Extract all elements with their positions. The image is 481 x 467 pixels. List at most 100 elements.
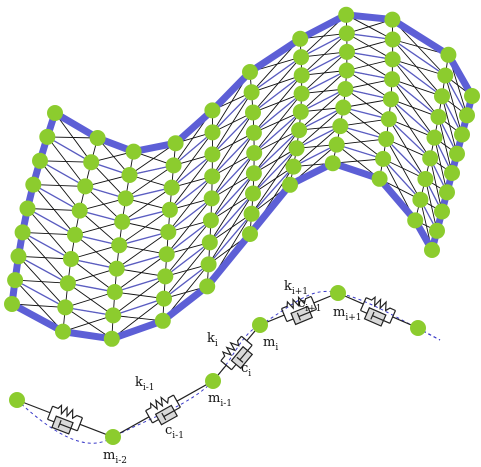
- mesh-node: [242, 226, 258, 242]
- mesh-node: [158, 246, 175, 263]
- yoke: [359, 297, 367, 311]
- chain-group: [9, 285, 441, 445]
- mesh-edge: [112, 275, 166, 316]
- mesh-node: [434, 203, 450, 220]
- mesh-nodes-group: [4, 6, 480, 347]
- mesh-node: [243, 205, 260, 222]
- mesh-node: [338, 25, 355, 42]
- spring: [145, 394, 174, 412]
- mesh-node: [440, 46, 457, 63]
- mesh-edge: [74, 221, 123, 236]
- mesh-edge: [116, 231, 169, 270]
- mesh-edge: [22, 231, 76, 236]
- mesh-node: [422, 150, 439, 167]
- mesh-node: [245, 165, 262, 182]
- mesh-node: [201, 234, 218, 251]
- mesh-node: [412, 191, 429, 208]
- mesh-node: [424, 242, 440, 258]
- mesh-edge: [385, 138, 421, 201]
- mesh-node: [108, 260, 125, 277]
- mesh-node: [384, 11, 401, 28]
- mesh-node: [375, 150, 392, 167]
- mesh-node: [371, 170, 388, 187]
- label-m-i: mi: [263, 335, 278, 353]
- damper-rod: [231, 364, 237, 371]
- mesh-node: [380, 111, 397, 128]
- mesh-node: [204, 102, 221, 119]
- mesh-node: [117, 190, 134, 207]
- mesh-node: [282, 176, 298, 193]
- yoke: [310, 296, 318, 310]
- label-k-i-minus-1: ki-1: [135, 375, 155, 393]
- mesh-node: [161, 201, 178, 218]
- mesh-node: [426, 129, 443, 146]
- label-m-i-minus-2: mi-2: [103, 448, 127, 466]
- damper-rod: [360, 309, 368, 314]
- mesh-edge: [293, 125, 341, 168]
- mesh-edge: [391, 78, 435, 139]
- mesh-edge: [32, 184, 86, 187]
- mesh-edge: [114, 253, 168, 293]
- mesh-node: [378, 131, 395, 147]
- guide-dashed-end: [417, 327, 441, 341]
- mesh-node: [199, 278, 216, 295]
- mesh-node: [384, 71, 401, 88]
- chain-mass-node: [330, 285, 346, 301]
- mesh-node: [55, 323, 71, 340]
- mesh-edge: [392, 58, 439, 118]
- label-c-i-plus-1: ci+1: [298, 296, 321, 314]
- mesh-edge: [70, 244, 120, 260]
- mesh-edge: [14, 279, 69, 284]
- mesh-node: [204, 124, 221, 141]
- mesh-edge: [211, 112, 254, 177]
- spring: [281, 295, 312, 310]
- mesh-node: [459, 107, 475, 124]
- mesh-node: [154, 312, 171, 329]
- yoke: [280, 308, 288, 322]
- mesh-node: [384, 31, 401, 48]
- mesh-node: [200, 256, 217, 273]
- mesh-edge: [346, 51, 393, 80]
- mesh-node: [10, 248, 27, 265]
- mesh-edge: [253, 74, 303, 134]
- mesh-node: [293, 85, 310, 102]
- mesh-node: [19, 200, 36, 217]
- damper-rod: [372, 315, 391, 324]
- mesh-node: [77, 178, 94, 195]
- mesh-edge: [339, 118, 390, 127]
- mesh-edge: [129, 142, 177, 176]
- mesh-edge: [424, 178, 438, 232]
- mesh-node: [293, 67, 310, 84]
- mesh-node: [285, 158, 302, 175]
- mesh-node: [63, 251, 79, 267]
- mesh-node: [384, 51, 401, 68]
- mesh-edge: [342, 107, 387, 140]
- mesh-edge: [118, 209, 171, 246]
- mesh-edge: [253, 111, 302, 174]
- mesh-edge: [64, 291, 116, 308]
- mesh-edge: [344, 88, 390, 120]
- mesh-edge: [251, 74, 303, 93]
- mesh-edge: [171, 131, 213, 189]
- mesh-node: [246, 145, 263, 161]
- mesh-node: [105, 307, 122, 324]
- mesh-edge: [253, 93, 303, 154]
- mesh-node: [47, 105, 63, 121]
- mesh-node: [243, 84, 260, 101]
- mesh-node: [25, 176, 42, 193]
- mesh-edge: [125, 164, 175, 199]
- mesh-edge: [390, 98, 431, 159]
- mesh-node: [417, 171, 434, 187]
- mesh-edge: [211, 132, 255, 199]
- mesh-edge: [339, 125, 384, 160]
- mesh-node: [245, 185, 261, 202]
- mesh-node: [204, 168, 221, 185]
- mesh-edge: [346, 70, 392, 100]
- mesh-edge: [253, 129, 300, 154]
- mesh-node: [245, 104, 261, 121]
- mesh-node: [203, 190, 220, 207]
- chain-mass-node: [205, 373, 221, 389]
- mesh-edge: [121, 187, 173, 223]
